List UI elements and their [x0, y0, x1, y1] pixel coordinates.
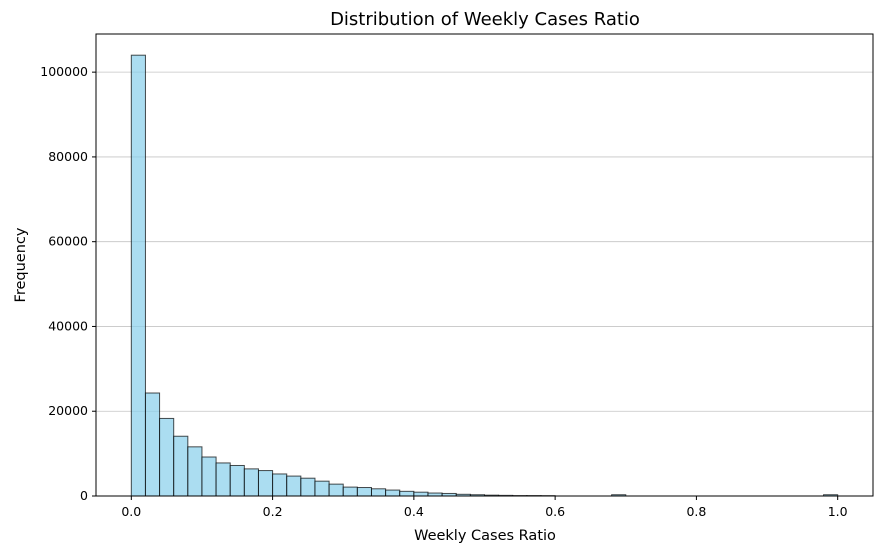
histogram-bar	[173, 435, 189, 497]
histogram-bar	[385, 489, 401, 497]
histogram-bar	[257, 470, 274, 497]
histogram-bar	[399, 490, 415, 497]
x-tick-label: 0.8	[686, 504, 706, 519]
histogram-bar	[328, 483, 344, 497]
y-tick-label: 60000	[48, 234, 88, 249]
x-tick-label: 0.4	[404, 504, 424, 519]
histogram-bar	[201, 456, 217, 497]
histogram-bar	[229, 464, 245, 497]
histogram-bar	[187, 446, 203, 497]
histogram-bar	[342, 486, 358, 497]
histogram-bar	[314, 480, 330, 497]
x-tick-label: 1.0	[828, 504, 848, 519]
y-tick-label: 0	[80, 488, 88, 503]
histogram-bar	[286, 475, 302, 497]
chart-title: Distribution of Weekly Cases Ratio	[330, 9, 640, 30]
x-tick-label: 0.6	[545, 504, 565, 519]
x-tick-label: 0.2	[263, 504, 283, 519]
histogram-bar	[215, 462, 231, 497]
y-tick-label: 40000	[48, 318, 88, 333]
y-tick-label: 100000	[40, 64, 88, 79]
histogram-bar	[356, 487, 372, 497]
histogram-bar	[370, 488, 387, 497]
x-tick-label: 0.0	[121, 504, 141, 519]
x-axis: 0.0 0.2 0.4 0.6 0.8 1.0	[121, 496, 848, 519]
histogram-bar	[243, 468, 259, 497]
y-axis-label: Frequency	[13, 227, 29, 302]
y-axis: 0 20000 40000 60000 80000 100000	[40, 64, 96, 503]
grid-layer	[96, 71, 873, 497]
histogram-bar	[130, 54, 146, 497]
y-tick-label: 20000	[48, 403, 88, 418]
histogram-bar	[272, 473, 288, 497]
histogram-bar	[159, 417, 175, 497]
histogram-bar	[144, 392, 161, 497]
y-tick-label: 80000	[48, 149, 88, 164]
histogram-bar	[300, 477, 316, 497]
x-axis-label: Weekly Cases Ratio	[414, 528, 556, 544]
plot-frame	[95, 33, 874, 497]
bars-layer	[130, 54, 839, 497]
histogram-bar	[413, 491, 429, 497]
